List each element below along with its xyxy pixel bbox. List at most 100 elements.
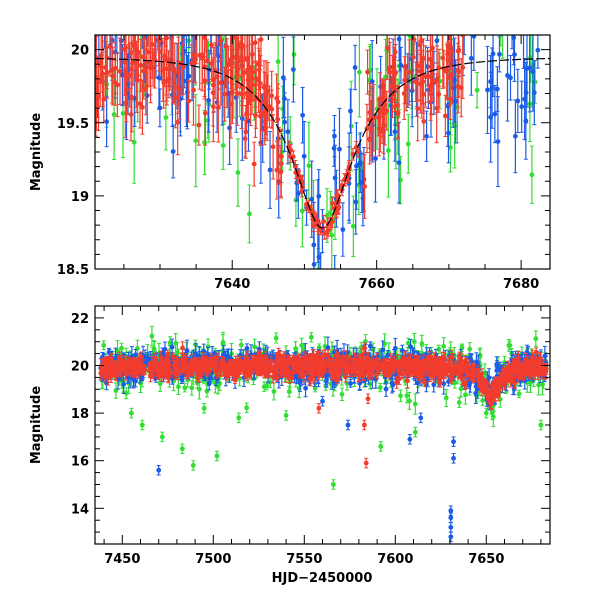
bottom-green-point xyxy=(398,389,403,403)
top-blue-point xyxy=(332,255,337,269)
x-tick-label: 7640 xyxy=(214,277,250,292)
bottom-green-point xyxy=(244,402,250,414)
top-red-point xyxy=(334,205,339,219)
top-blue-point xyxy=(425,35,430,41)
bottom-blue-point xyxy=(121,374,127,394)
top-blue-point xyxy=(521,35,526,69)
bottom-green-point xyxy=(189,380,195,396)
top-green-point xyxy=(306,121,312,210)
top-blue-point xyxy=(512,99,518,174)
top-blue-point xyxy=(424,110,429,162)
bottom-blue-point xyxy=(390,378,396,392)
bottom-y-axis-label: Magnitude xyxy=(29,386,44,465)
top-red-point xyxy=(143,63,149,116)
bottom-green-point xyxy=(480,395,486,406)
bottom-blue-point xyxy=(184,339,190,362)
top-green-point xyxy=(235,138,241,207)
top-red-point xyxy=(371,84,377,152)
bottom-red-point xyxy=(394,376,400,389)
top-blue-point xyxy=(352,44,358,91)
top-panel-data xyxy=(95,0,550,269)
top-blue-point xyxy=(535,35,541,69)
top-red-point xyxy=(126,35,131,50)
top-y-axis-label: Magnitude xyxy=(29,113,44,192)
bottom-green-point xyxy=(458,380,464,398)
bottom-blue-point xyxy=(244,343,250,354)
top-model-curve xyxy=(95,57,550,229)
bottom-green-point xyxy=(533,330,539,347)
bottom-red-outlier xyxy=(316,403,322,414)
bottom-green-point xyxy=(149,325,155,347)
top-red-point xyxy=(160,37,166,102)
top-red-point xyxy=(428,49,433,121)
bottom-green-point xyxy=(339,387,345,402)
top-red-point xyxy=(135,35,141,83)
top-red-point xyxy=(140,79,145,135)
x-tick-label: 7680 xyxy=(503,277,539,292)
top-red-point xyxy=(362,153,368,219)
top-red-point xyxy=(164,35,169,47)
bottom-red-point xyxy=(459,372,465,386)
top-blue-point xyxy=(469,0,474,20)
top-red-point xyxy=(252,35,258,63)
y-tick-label: 20 xyxy=(71,360,89,375)
top-blue-point xyxy=(530,35,536,112)
top-red-point xyxy=(455,59,461,114)
top-blue-point xyxy=(519,80,525,133)
top-red-point xyxy=(98,35,104,81)
bottom-green-point xyxy=(506,339,512,352)
top-blue-point xyxy=(280,36,286,119)
top-red-point xyxy=(406,39,412,106)
top-green-point xyxy=(437,0,442,8)
top-blue-point xyxy=(290,36,296,103)
bottom-blue-outlier xyxy=(451,453,456,464)
bottom-green-outlier xyxy=(378,441,384,452)
top-red-point xyxy=(175,89,181,156)
bottom-green-outlier xyxy=(214,450,220,462)
top-blue-point xyxy=(267,131,273,209)
bottom-red-point xyxy=(333,365,339,379)
top-red-point xyxy=(413,61,419,102)
bottom-green-point xyxy=(273,332,279,344)
top-red-point xyxy=(253,60,259,97)
top-red-point xyxy=(117,37,123,105)
y-tick-label: 22 xyxy=(71,312,89,327)
bottom-green-point xyxy=(412,393,418,415)
y-tick-label: 18 xyxy=(71,407,89,422)
y-tick-label: 14 xyxy=(71,502,89,517)
bottom-red-point xyxy=(533,347,539,358)
top-red-point xyxy=(110,46,116,106)
top-blue-point xyxy=(510,35,515,50)
top-red-point xyxy=(395,84,401,126)
top-blue-point xyxy=(527,35,533,113)
bottom-green-point xyxy=(261,381,267,392)
bottom-red-point xyxy=(168,368,174,378)
bottom-green-point xyxy=(238,339,244,351)
top-green-point xyxy=(136,0,141,7)
top-red-point xyxy=(196,104,202,146)
bottom-blue-outlier xyxy=(448,522,454,533)
top-blue-point xyxy=(187,35,192,49)
bottom-panel-axes: 7450 7500 7550 7600 7650 14 16 18 20 22 xyxy=(71,305,550,567)
top-green-point xyxy=(474,72,480,109)
top-blue-point xyxy=(495,0,500,27)
top-red-point xyxy=(203,35,208,53)
top-blue-point xyxy=(340,202,346,257)
top-red-point xyxy=(186,79,191,123)
bottom-green-outlier xyxy=(129,407,134,419)
top-green-point xyxy=(405,114,411,174)
top-red-point xyxy=(244,95,249,133)
top-blue-point xyxy=(485,45,490,135)
bottom-green-outlier xyxy=(331,479,336,490)
bottom-blue-outlier xyxy=(451,436,456,447)
bottom-green-outlier xyxy=(538,419,544,431)
top-blue-point xyxy=(453,0,458,28)
bottom-blue-point xyxy=(367,341,373,351)
bottom-green-point xyxy=(113,382,119,399)
top-red-point xyxy=(202,80,208,146)
top-blue-point xyxy=(332,114,337,158)
top-blue-point xyxy=(98,0,103,19)
bottom-x-axis-label: HJD−2450000 xyxy=(272,571,373,586)
top-red-point xyxy=(390,54,395,119)
